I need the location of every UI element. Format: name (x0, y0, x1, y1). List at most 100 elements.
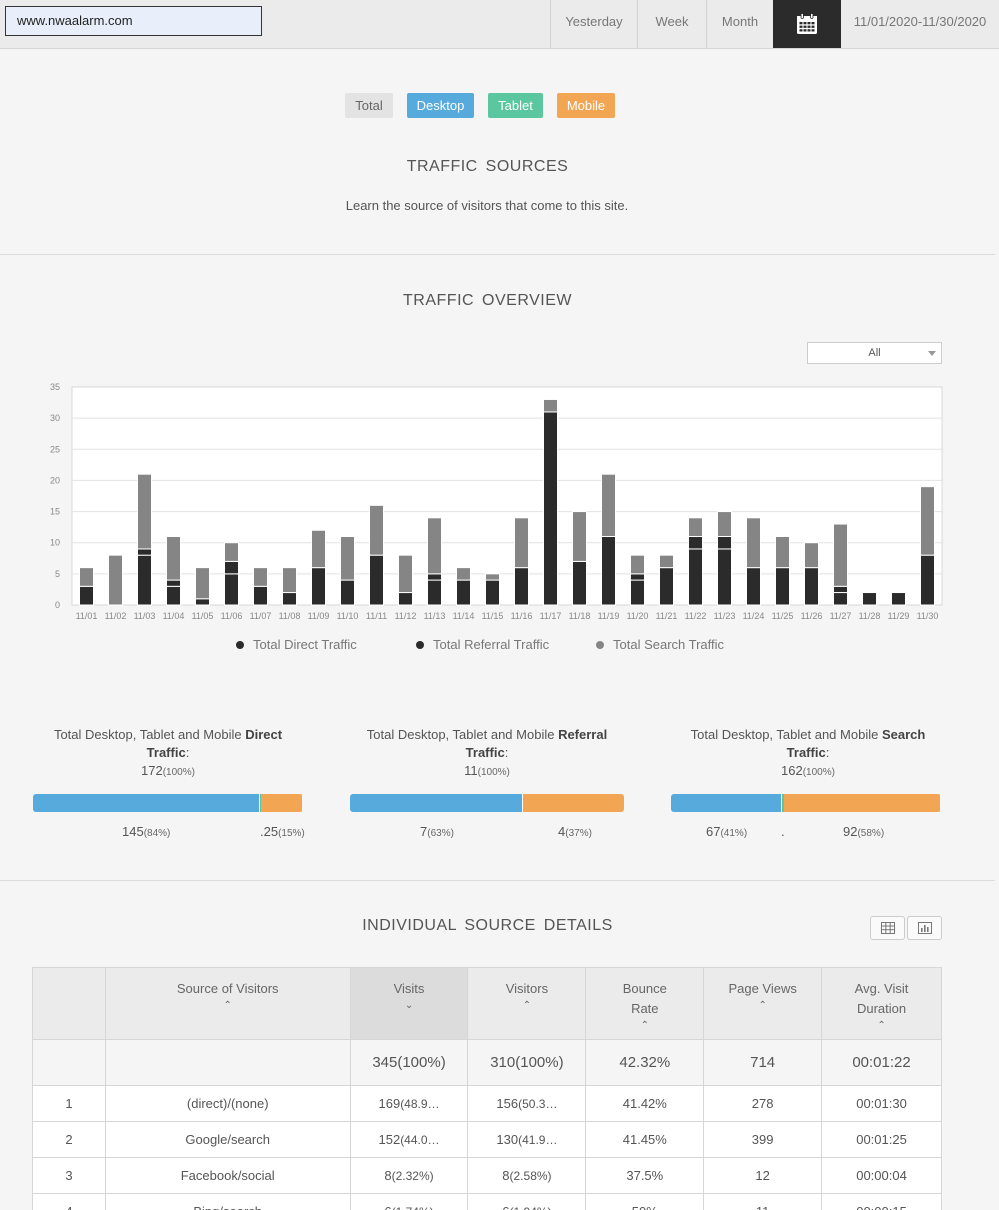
search-tablet-value: . (781, 824, 785, 839)
col-visitors-header[interactable]: Visitors ⌃ (467, 967, 587, 1040)
row-visitors: 8(2.58%) (467, 1157, 587, 1194)
calendar-button[interactable] (773, 0, 841, 48)
tab-tablet[interactable]: Tablet (488, 93, 543, 118)
table-row[interactable]: 3 Facebook/social 8(2.32%) 8(2.58%) 37.5% 12 0… (32, 1157, 942, 1194)
x-tick-label: 11/25 (772, 611, 794, 621)
table-row[interactable]: 1 (direct)/(none) 169(48.9… 156(50.3… 41.42%… (32, 1085, 942, 1122)
y-tick-label: 5 (55, 569, 60, 579)
range-yesterday-button[interactable]: Yesterday (550, 0, 637, 48)
legend-search[interactable]: Total Search Traffic (596, 637, 724, 652)
direct-mobile-value: .25(15%) (260, 824, 305, 839)
bar-direct (572, 560, 587, 606)
x-tick-label: 11/14 (453, 611, 475, 621)
source-details-table: Source of Visitors ⌃ Visits ⌄ Visitors ⌃ Bo… (32, 967, 942, 1210)
bar-search (659, 554, 674, 569)
legend-dot-icon (416, 640, 424, 649)
x-tick-label: 11/03 (134, 611, 156, 621)
col-source-header[interactable]: Source of Visitors ⌃ (104, 967, 351, 1040)
bar-direct (804, 567, 819, 606)
tab-mobile[interactable]: Mobile (557, 93, 615, 118)
table-row[interactable]: 4Bing/search6(1.74%)6(1.94%)50%1100:00:1… (32, 1193, 942, 1210)
desktop-segment (671, 794, 782, 812)
bar-search (369, 504, 384, 556)
bar-chart-icon (917, 922, 932, 934)
bar-direct (224, 573, 239, 606)
x-tick-label: 11/02 (105, 611, 127, 621)
date-range-label[interactable]: 11/01/2020-11/30/2020 (853, 14, 987, 29)
range-week-button[interactable]: Week (637, 0, 706, 48)
top-bar: www.nwaalarm.com Yesterday Week Month 11… (0, 0, 999, 49)
traffic-filter-dropdown[interactable]: All (807, 342, 942, 364)
bar-direct (253, 585, 268, 606)
row-visits: 6(1.74%) (349, 1193, 469, 1210)
row-source[interactable]: Google/search (104, 1121, 351, 1158)
traffic-filter-value: All (868, 347, 881, 359)
bar-direct (601, 535, 616, 606)
col-duration-header[interactable]: Avg. Visit Duration ⌃ (821, 967, 942, 1040)
x-tick-label: 11/30 (917, 611, 939, 621)
x-tick-label: 11/24 (743, 611, 765, 621)
y-tick-label: 10 (50, 538, 60, 548)
row-pageviews: 278 (703, 1085, 823, 1122)
col-visits-header[interactable]: Visits ⌄ (349, 967, 469, 1040)
tab-total[interactable]: Total (345, 93, 393, 118)
bar-search (427, 517, 442, 575)
bar-direct (891, 592, 906, 606)
legend-label: Total Referral Traffic (433, 637, 550, 652)
sort-up-icon: ⌃ (522, 1000, 532, 1011)
x-tick-label: 11/05 (192, 611, 214, 621)
row-visitors: 6(1.94%) (467, 1193, 587, 1210)
row-visits: 8(2.32%) (349, 1157, 469, 1194)
bar-search (572, 511, 587, 562)
col-pageviews-header[interactable]: Page Views ⌃ (703, 967, 823, 1040)
col-bounce-header[interactable]: Bounce Rate ⌃ (585, 967, 705, 1040)
plot-area (71, 386, 943, 606)
direct-desktop-value: 145(84%) (122, 824, 171, 839)
x-tick-label: 11/12 (395, 611, 417, 621)
row-rank: 2 (32, 1121, 106, 1158)
sort-down-icon: ⌄ (404, 1000, 414, 1011)
x-tick-label: 11/18 (569, 611, 591, 621)
tab-desktop[interactable]: Desktop (407, 93, 474, 118)
y-tick-label: 25 (50, 444, 60, 454)
bar-direct (688, 548, 703, 606)
site-selector-input[interactable]: www.nwaalarm.com (5, 6, 262, 36)
bar-direct (456, 579, 471, 606)
calendar-icon (797, 13, 817, 34)
range-month-button[interactable]: Month (706, 0, 773, 48)
referral-desktop-value: 7(63%) (420, 824, 454, 839)
bar-direct (862, 592, 877, 606)
traffic-overview-title: TRAFFIC OVERVIEW (403, 292, 572, 309)
bar-referral (833, 585, 848, 594)
bar-search (311, 529, 326, 569)
legend-referral[interactable]: Total Referral Traffic (416, 637, 549, 652)
row-source[interactable]: Bing/search (104, 1193, 351, 1210)
device-split-bar-direct (33, 794, 303, 812)
mobile-segment (522, 794, 624, 812)
tablet-segment (259, 794, 262, 812)
x-tick-label: 11/15 (482, 611, 504, 621)
legend-direct[interactable]: Total Direct Traffic (236, 637, 357, 652)
row-source[interactable]: Facebook/social (104, 1157, 351, 1194)
row-duration: 00:00:04 (821, 1157, 942, 1194)
bar-search (79, 567, 94, 587)
chevron-down-icon (928, 351, 936, 356)
x-tick-label: 11/16 (511, 611, 533, 621)
row-visitors: 130(41.9… (467, 1121, 587, 1158)
bar-referral (630, 573, 645, 581)
table-row[interactable]: 2 Google/search 152(44.0… 130(41.9… 41.45% 39… (32, 1121, 942, 1158)
mobile-segment (261, 794, 302, 812)
row-source[interactable]: (direct)/(none) (104, 1085, 351, 1122)
bar-search (717, 511, 732, 537)
table-view-button[interactable] (870, 916, 905, 940)
bar-search (804, 542, 819, 569)
bar-direct (659, 567, 674, 606)
summary-referral: Total Desktop, Tablet and Mobile Referra… (366, 727, 608, 778)
x-tick-label: 11/04 (163, 611, 185, 621)
row-duration: 00:01:30 (821, 1085, 942, 1122)
row-bounce: 41.42% (585, 1085, 705, 1122)
bar-referral (688, 535, 703, 550)
chart-view-button[interactable] (907, 916, 942, 940)
bar-direct (195, 598, 210, 606)
row-visits: 152(44.0… (349, 1121, 469, 1158)
